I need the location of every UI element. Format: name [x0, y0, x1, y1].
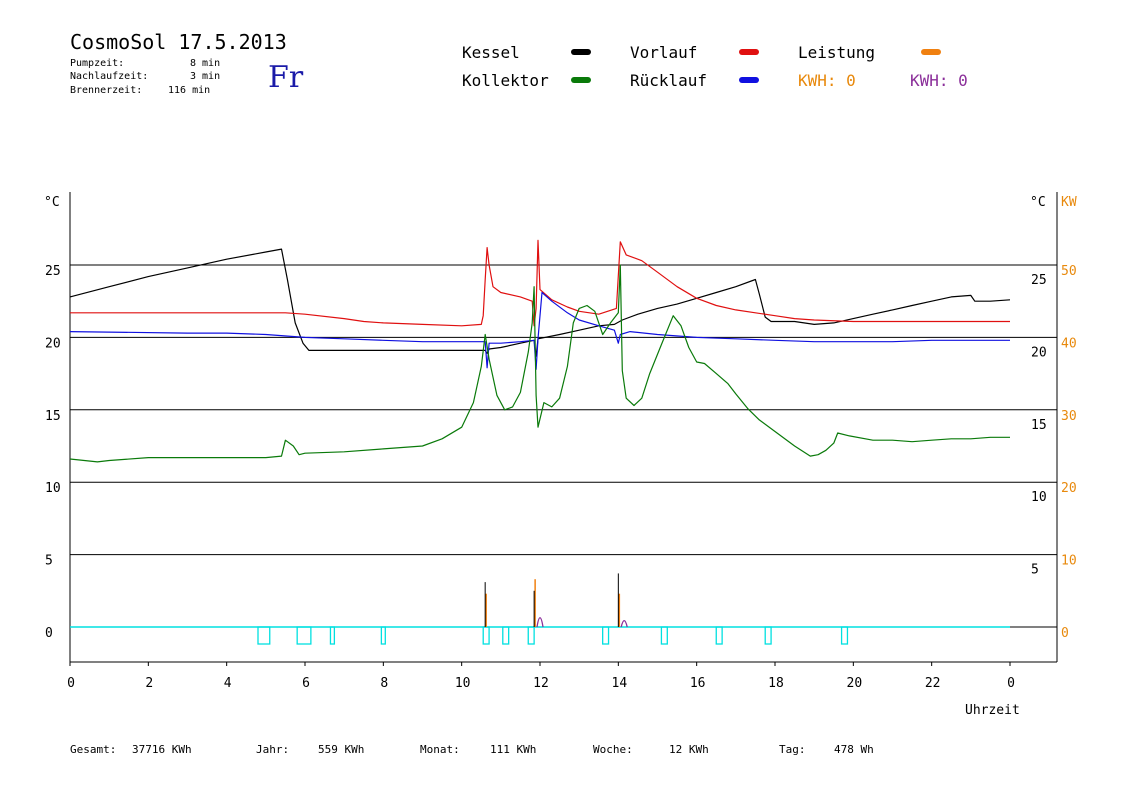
legend-vorlauf-label: Vorlauf [630, 43, 698, 62]
footer-monat-value: 111 KWh [490, 743, 537, 756]
x-tick-label: 20 [847, 676, 863, 691]
y-left-tick-label: 20 [45, 336, 61, 351]
y-axis-right-unit: °C [1030, 195, 1046, 210]
x-tick-label: 2 [145, 676, 153, 691]
x-tick-label: 4 [224, 676, 232, 691]
y-right-tick-label: 25 [1031, 273, 1047, 288]
footer-woche-label: Woche: [593, 743, 633, 756]
pump-pulse [602, 626, 610, 645]
footer-tag-label: Tag: [779, 743, 806, 756]
x-tick-label: 6 [302, 676, 310, 691]
pump-pulse [660, 626, 668, 645]
y-left-tick-label: 0 [45, 626, 53, 641]
y-left-tick-label: 5 [45, 554, 53, 569]
x-tick-label: 0 [67, 676, 75, 691]
y-right-tick-label: 5 [1031, 563, 1039, 578]
legend-kollektor-label: Kollektor [462, 71, 549, 90]
chart-grid [70, 264, 1057, 556]
pump-pulse [482, 626, 490, 645]
stat-brennerzeit-label: Brennerzeit: [70, 85, 143, 96]
legend-kwh-purple: KWH: 0 [910, 71, 968, 90]
y-right-tick-label: 15 [1031, 418, 1047, 433]
y-right2-tick-label: 50 [1061, 264, 1077, 279]
x-tick-label: 18 [768, 676, 784, 691]
series-line-kollektor [69, 264, 1010, 463]
legend-kessel-swatch [571, 49, 591, 55]
y-right2-tick-label: 0 [1061, 626, 1069, 641]
kwh-spike [620, 620, 628, 628]
y-right2-tick-label: 30 [1061, 409, 1077, 424]
legend-ruecklauf-label: Rücklauf [630, 71, 708, 90]
series-lines [69, 239, 1011, 463]
legend-kwh-orange: KWH: 0 [798, 71, 856, 90]
footer-gesamt-label: Gesamt: [70, 743, 117, 756]
y-right2-tick-label: 40 [1061, 336, 1077, 351]
y-left-tick-label: 15 [45, 409, 61, 424]
x-tick-label: 14 [612, 676, 628, 691]
x-tick-label: 8 [380, 676, 388, 691]
legend-kollektor-swatch [571, 77, 591, 83]
y-right2-tick-label: 10 [1061, 554, 1077, 569]
pump-pulse [257, 626, 271, 645]
stat-brennerzeit-value: 116 min [168, 85, 211, 96]
footer-jahr-label: Jahr: [256, 743, 290, 756]
pump-pulse [296, 626, 312, 645]
stat-nachlaufzeit-value: 3 min [190, 71, 221, 82]
footer-monat-label: Monat: [420, 743, 460, 756]
x-tick-label: 12 [533, 676, 549, 691]
stat-pumpzeit-value: 8 min [190, 58, 221, 69]
y-right-tick-label: 10 [1031, 490, 1047, 505]
footer-jahr-value: 559 KWh [318, 743, 365, 756]
series-line-rcklauf [69, 291, 1010, 370]
x-tick-label: 16 [690, 676, 706, 691]
footer-woche-value: 12 KWh [669, 743, 709, 756]
pump-pulse [502, 626, 510, 645]
y-right-tick-label: 20 [1031, 345, 1047, 360]
x-tick-label: 0 [1007, 676, 1015, 691]
y-axis-right2-unit: KW [1061, 195, 1077, 210]
legend-ruecklauf-swatch [739, 77, 759, 83]
y-left-tick-label: 10 [45, 481, 61, 496]
y-right2-tick-label: 20 [1061, 481, 1077, 496]
series-line-vorlauf [70, 239, 1010, 327]
legend-leistung-label: Leistung [798, 43, 876, 62]
pump-pulse [840, 626, 849, 645]
footer-gesamt-value: 37716 KWh [132, 743, 192, 756]
chart-title: CosmoSol 17.5.2013 [70, 30, 287, 54]
power-spikes [484, 573, 628, 628]
legend-kessel-label: Kessel [462, 43, 520, 62]
legend-leistung-swatch [921, 49, 941, 55]
x-axis-label: Uhrzeit [965, 703, 1020, 718]
pump-pulse [527, 626, 535, 645]
legend-vorlauf-swatch [739, 49, 759, 55]
y-axis-left-unit: °C [44, 195, 60, 210]
pump-pulse [764, 626, 772, 645]
pump-pulse [329, 626, 336, 645]
pump-pulse [380, 626, 386, 645]
stat-nachlaufzeit-label: Nachlaufzeit: [70, 71, 149, 82]
y-left-tick-label: 25 [45, 264, 61, 279]
x-tick-label: 10 [455, 676, 471, 691]
weekday-label: Fr [268, 60, 304, 95]
pump-pulses [70, 626, 1057, 645]
footer-tag-value: 478 Wh [834, 743, 874, 756]
pump-pulse [715, 626, 723, 645]
chart-axes: 0 2 4 6 8 10 12 14 16 18 20 22 0 0 5 10 15 20 25 5 10 15 20 25 0… [45, 192, 1077, 691]
x-tick-label: 22 [925, 676, 941, 691]
kwh-spike [536, 617, 544, 628]
stat-pumpzeit-label: Pumpzeit: [70, 58, 125, 69]
